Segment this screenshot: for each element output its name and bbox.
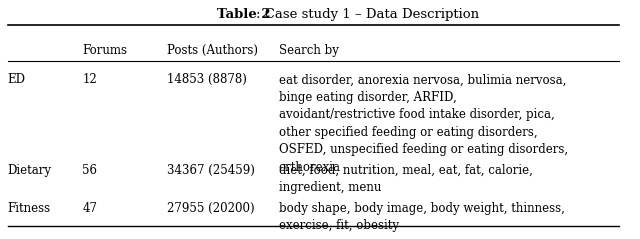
Text: 27955 (20200): 27955 (20200) bbox=[166, 201, 254, 215]
Text: 12: 12 bbox=[83, 73, 97, 87]
Text: 47: 47 bbox=[83, 201, 97, 215]
Text: : Case study 1 – Data Description: : Case study 1 – Data Description bbox=[256, 8, 479, 21]
Text: 34367 (25459): 34367 (25459) bbox=[166, 164, 255, 177]
Text: Forums: Forums bbox=[83, 44, 127, 57]
Text: ED: ED bbox=[8, 73, 26, 87]
Text: 56: 56 bbox=[83, 164, 97, 177]
Text: 14853 (8878): 14853 (8878) bbox=[166, 73, 246, 87]
Text: Table 2: Table 2 bbox=[218, 8, 271, 21]
Text: diet, food, nutrition, meal, eat, fat, calorie,
ingredient, menu: diet, food, nutrition, meal, eat, fat, c… bbox=[279, 164, 532, 194]
Text: eat disorder, anorexia nervosa, bulimia nervosa,
binge eating disorder, ARFID,
a: eat disorder, anorexia nervosa, bulimia … bbox=[279, 73, 568, 174]
Text: Dietary: Dietary bbox=[8, 164, 52, 177]
Text: Fitness: Fitness bbox=[8, 201, 51, 215]
Text: Posts (Authors): Posts (Authors) bbox=[166, 44, 257, 57]
Text: body shape, body image, body weight, thinness,
exercise, fit, obesity: body shape, body image, body weight, thi… bbox=[279, 201, 564, 232]
Text: Search by: Search by bbox=[279, 44, 339, 57]
